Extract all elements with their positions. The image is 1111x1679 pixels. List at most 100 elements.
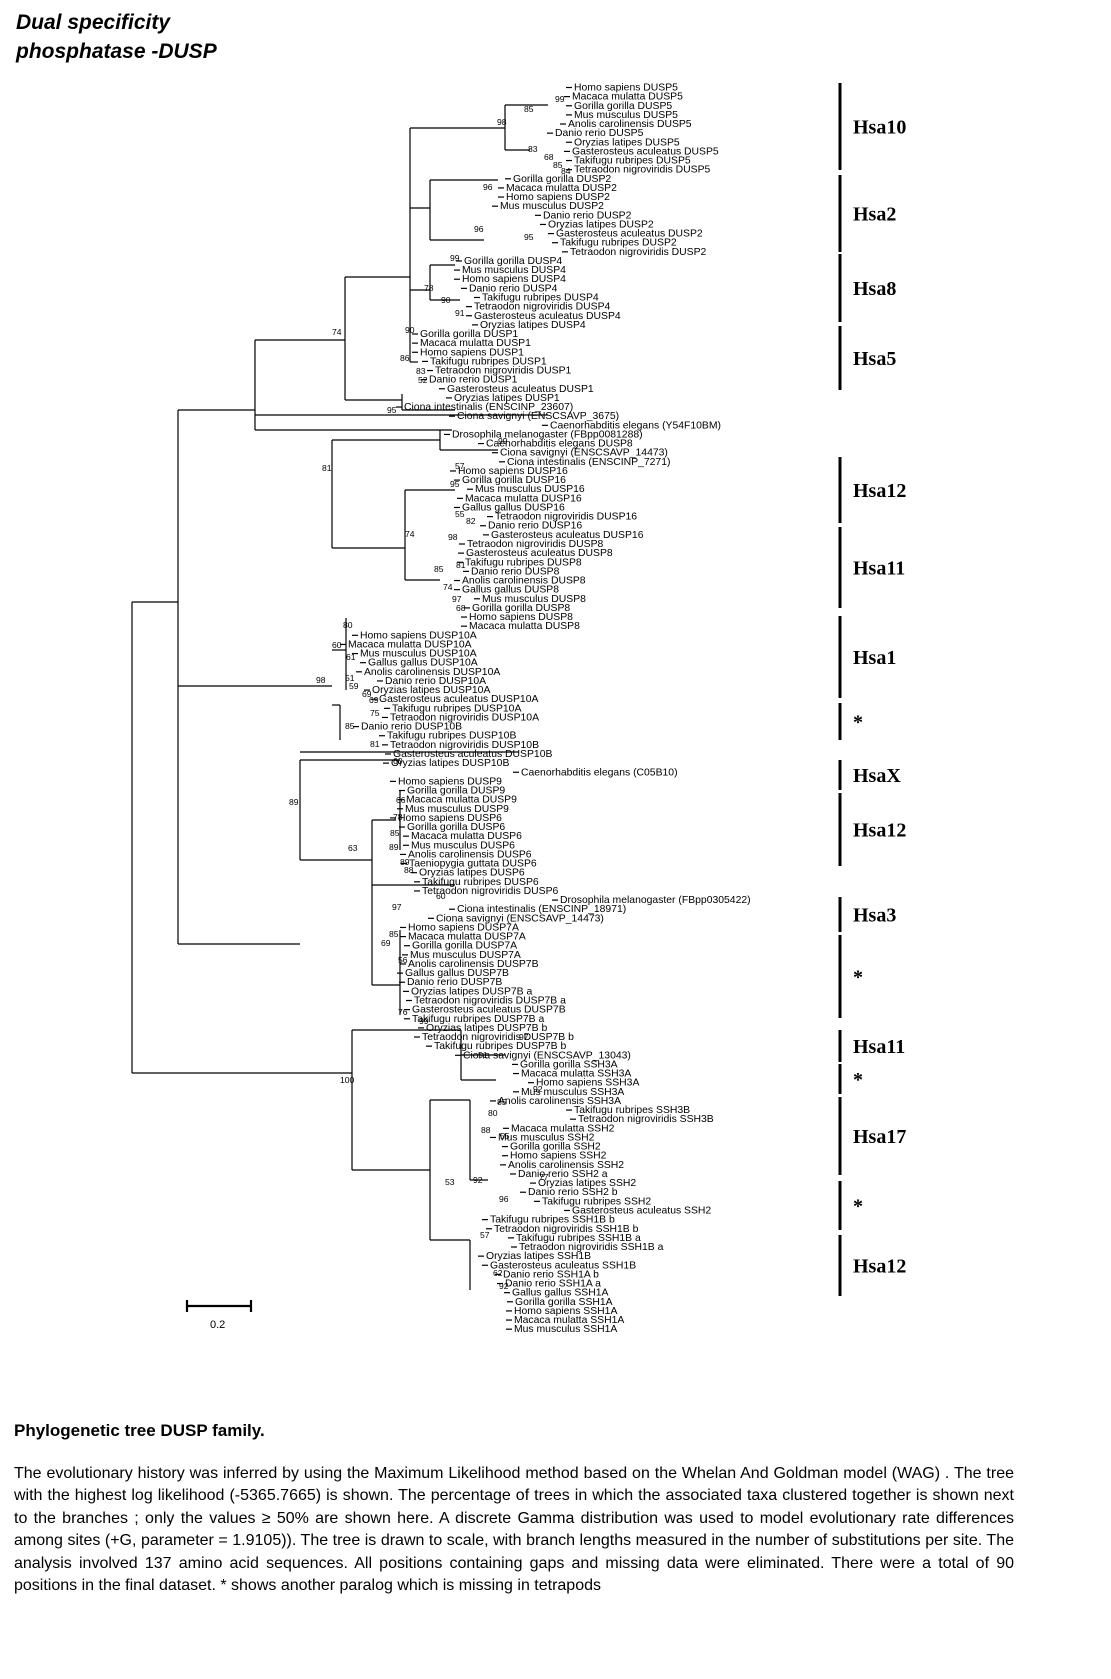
bootstrap-value: 84 xyxy=(561,166,571,176)
tree-leaf-label: Gasterosteus aculeatus DUSP10A xyxy=(379,694,538,705)
tree-leaf-label: Gasterosteus aculeatus SSH1B xyxy=(490,1260,636,1271)
tree-leaf-label: Oryzias latipes DUSP10A xyxy=(372,685,490,696)
tree-leaf-label: Takifugu rubripes SSH3B xyxy=(574,1105,690,1116)
tree-leaf-label: Takifugu rubripes SSH1B b xyxy=(490,1215,615,1226)
tree-leaf-label: Tetraodon nigroviridis DUSP2 xyxy=(570,247,707,258)
tree-leaf-label: Tetraodon nigroviridis DUSP6 xyxy=(422,886,559,897)
tree-leaf-label: Mus musculus SSH3A xyxy=(521,1087,624,1098)
tree-leaf-label: Mus musculus DUSP4 xyxy=(462,265,566,276)
tree-leaf-label: Oryzias latipes DUSP7B a xyxy=(411,986,532,997)
bootstrap-value: 95 xyxy=(450,479,460,489)
tree-leaf-label: Tetraodon nigroviridis DUSP7B b xyxy=(422,1032,574,1043)
tree-leaf-label: Takifugu rubripes DUSP1 xyxy=(430,356,547,367)
tree-leaf-label: Macaca mulatta DUSP5 xyxy=(572,92,683,103)
tree-leaf-label: Takifugu rubripes DUSP6 xyxy=(422,877,539,888)
bootstrap-value: 69 xyxy=(369,695,379,705)
bootstrap-value: 66 xyxy=(396,795,406,805)
tree-leaf-label: Mus musculus DUSP7A xyxy=(410,950,521,961)
tree-leaf-label: Ciona intestinalis (ENSCINP_18971) xyxy=(457,904,626,915)
bootstrap-value: 68 xyxy=(456,603,466,613)
tree-leaf-label: Gallus gallus DUSP16 xyxy=(462,502,565,513)
chromosome-groups: Hsa10 Hsa2 Hsa8 Hsa5 Hsa12 Hsa11 Hsa1 * HsaX Hsa1… xyxy=(838,83,906,1296)
tree-leaf-label: Oryzias latipes DUSP2 xyxy=(548,219,654,230)
tree-leaf-label: Homo sapiens DUSP2 xyxy=(506,192,610,203)
group-label: * xyxy=(853,1196,863,1218)
tree-leaf-label: Gorilla gorilla DUSP1 xyxy=(420,329,518,340)
tree-leaf-label: Takifugu rubripes SSH1B a xyxy=(516,1233,641,1244)
tree-leaf-label: Gorilla gorilla DUSP16 xyxy=(462,475,566,486)
tree-leaf-label: Gasterosteus aculeatus DUSP7B xyxy=(412,1005,566,1016)
bootstrap-value: 78 xyxy=(393,812,403,822)
bootstrap-value: 80 xyxy=(488,1108,498,1118)
tree-leaf-label: Takifugu rubripes DUSP7B a xyxy=(412,1014,544,1025)
tree-leaf-label: Caenorhabditis elegans (C05B10) xyxy=(521,767,678,778)
bootstrap-value: 85 xyxy=(434,564,444,574)
bootstrap-value: 85 xyxy=(497,1097,507,1107)
tree-leaf-label: Gallus gallus SSH1A xyxy=(512,1288,609,1299)
tree-leaf-label: Oryzias latipes SSH2 xyxy=(538,1178,636,1189)
tree-leaf-label: Gasterosteus aculeatus DUSP8 xyxy=(466,548,613,559)
bootstrap-value: 59 xyxy=(349,681,359,691)
tree-leaf-label: Takifugu rubripes DUSP10A xyxy=(392,703,521,714)
tree-leaf-label: Takifugu rubripes DUSP2 xyxy=(560,238,677,249)
tree-leaf-label: Takifugu rubripes DUSP5 xyxy=(574,156,691,167)
tree-leaf-label: Anolis carolinensis DUSP5 xyxy=(568,119,692,130)
bootstrap-value: 89 xyxy=(289,797,299,807)
bootstrap-value: 80 xyxy=(343,620,353,630)
tree-leaf-label: Macaca mulatta DUSP8 xyxy=(469,621,580,632)
tree-leaf-label: Macaca mulatta DUSP10A xyxy=(348,639,472,650)
tree-leaf-label: Gasterosteus aculeatus DUSP16 xyxy=(491,530,644,541)
group-label: Hsa11 xyxy=(853,1036,905,1058)
bootstrap-value: 97 xyxy=(392,902,402,912)
tree-leaf-label: Mus musculus DUSP6 xyxy=(411,840,515,851)
bootstrap-value: 98 xyxy=(448,532,458,542)
tree-leaf-label: Gorilla gorilla DUSP7A xyxy=(412,941,517,952)
tree-leaf-label: Gallus gallus DUSP8 xyxy=(462,585,559,596)
group-label: Hsa12 xyxy=(853,820,906,842)
bootstrap-value: 55 xyxy=(500,1131,510,1141)
tree-leaf-label: Drosophila melanogaster (FBpp0305422) xyxy=(560,895,751,906)
tree-leaf-label: Gallus gallus DUSP10A xyxy=(368,658,478,669)
bootstrap-value: 97 xyxy=(452,594,462,604)
tree-leaf-label: Oryzias latipes DUSP1 xyxy=(454,393,560,404)
tree-leaf-label: Tetraodon nigroviridis DUSP10A xyxy=(390,712,539,723)
tree-leaf-label: Gorilla gorilla SSH3A xyxy=(520,1059,618,1070)
tree-leaf-label: Takifugu rubripes DUSP8 xyxy=(465,557,582,568)
tree-leaf-label: Tetraodon nigroviridis SSH3B xyxy=(578,1114,714,1125)
bootstrap-value: 60 xyxy=(393,756,403,766)
bootstrap-value: 99 xyxy=(498,436,508,446)
tree-leaf-label: Anolis carolinensis DUSP6 xyxy=(408,849,532,860)
tree-leaf-label: Gorilla gorilla SSH1A xyxy=(515,1297,613,1308)
bootstrap-value: 69 xyxy=(381,938,391,948)
tree-leaf-label: Danio rerio DUSP4 xyxy=(469,283,558,294)
bootstrap-value: 81 xyxy=(322,463,332,473)
tree-leaf-label: Danio rerio DUSP5 xyxy=(555,128,644,139)
tree-leaf-label: Gasterosteus aculeatus DUSP2 xyxy=(556,229,703,240)
bootstrap-value: 97 xyxy=(519,1032,529,1042)
tree-leaf-label: Oryzias latipes DUSP7B b xyxy=(426,1023,547,1034)
tree-leaf-label: Caenorhabditis elegans (Y54F10BM) xyxy=(550,420,721,431)
bootstrap-value: 90 xyxy=(405,325,415,335)
tree-leaf-label: Danio rerio DUSP10A xyxy=(385,676,486,687)
bootstrap-value: 89 xyxy=(389,842,399,852)
tree-leaf-label: Homo sapiens SSH1A xyxy=(514,1306,617,1317)
tree-leaf-label: Gorilla gorilla DUSP6 xyxy=(407,822,505,833)
bootstrap-value: 52 xyxy=(418,375,428,385)
bootstrap-value: 51 xyxy=(478,1050,488,1060)
bootstrap-value: 76 xyxy=(398,1007,408,1017)
tree-leaf-label: Gorilla gorilla SSH2 xyxy=(510,1142,601,1153)
tree-leaf-label: Macaca mulatta DUSP2 xyxy=(506,183,617,194)
tree-leaf-label: Mus musculus DUSP9 xyxy=(405,804,509,815)
tree-leaf-label: Taeniopygia guttata DUSP6 xyxy=(409,859,537,870)
bootstrap-value: 89 xyxy=(400,857,410,867)
bootstrap-value: 57 xyxy=(480,1230,490,1240)
tree-leaf-label: Gasterosteus aculeatus DUSP1 xyxy=(447,384,594,395)
tree-leaf-label: Danio rerio DUSP2 xyxy=(543,210,632,221)
caption-text: The evolutionary history was inferred by… xyxy=(14,1465,1014,1595)
bootstrap-value: 55 xyxy=(455,509,465,519)
bootstrap-value: 69 xyxy=(362,689,372,699)
tree-leaf-label: Gasterosteus aculeatus DUSP5 xyxy=(572,146,719,157)
bootstrap-value: 74 xyxy=(332,327,342,337)
tree-leaf-label: Anolis carolinensis SSH2 xyxy=(508,1160,624,1171)
